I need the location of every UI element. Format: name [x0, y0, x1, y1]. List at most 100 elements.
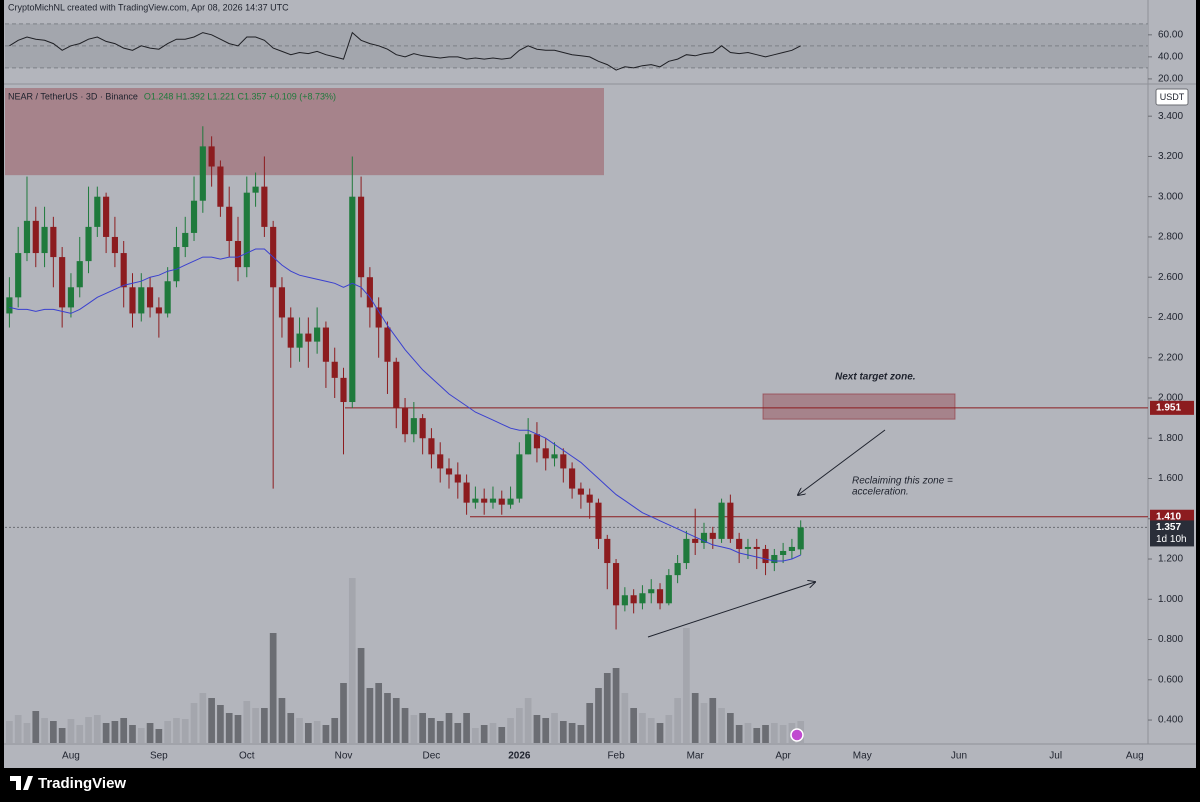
volume-bar	[261, 708, 268, 743]
volume-bar	[137, 728, 145, 743]
volume-bar	[612, 668, 620, 743]
volume-bar	[6, 721, 13, 743]
volume-bar	[401, 708, 409, 743]
y-tick-label: 2.600	[1158, 272, 1183, 283]
y-tick-label: 0.800	[1158, 634, 1183, 645]
candle-body	[788, 546, 795, 551]
volume-bar	[454, 723, 462, 743]
y-tick-label: 0.600	[1158, 674, 1183, 685]
volume-bar	[489, 723, 497, 743]
volume-bar	[32, 711, 40, 743]
candle-body	[252, 186, 259, 193]
candle-body	[533, 434, 541, 449]
candle-body	[94, 196, 101, 227]
candle-body	[190, 200, 198, 233]
candle-body	[287, 317, 294, 348]
volume-bar	[770, 723, 778, 743]
y-tick-label: 2.400	[1158, 312, 1183, 323]
volume-bar	[313, 721, 321, 743]
candle-body	[736, 538, 743, 549]
y-tick-label: 1.800	[1158, 433, 1183, 444]
candle-body	[595, 502, 602, 539]
volume-bar	[304, 723, 312, 743]
candle-body	[67, 287, 75, 308]
volume-bar	[375, 683, 383, 743]
candle-body	[797, 527, 804, 550]
volume-bar	[744, 723, 752, 743]
ohlc-label: O1.248 H1.392 L1.221 C1.357 +0.109 (+8.7…	[144, 91, 336, 101]
candle-body	[393, 361, 400, 409]
volume-bar	[14, 715, 22, 743]
candle-body	[525, 434, 532, 455]
candle-body	[542, 448, 549, 459]
candle-body	[85, 226, 92, 262]
volume-bar	[507, 718, 514, 743]
x-tick-label: Sep	[150, 751, 168, 762]
volume-bar	[50, 721, 57, 743]
candle-body	[780, 550, 787, 555]
candle-body	[481, 498, 488, 503]
brand: TradingView	[38, 775, 126, 792]
volume-bar	[410, 715, 418, 743]
volume-bar	[146, 723, 154, 743]
y-tick-label: 3.200	[1158, 151, 1183, 162]
candle-body	[771, 554, 778, 564]
volume-bar	[586, 703, 594, 743]
candle-body	[410, 418, 417, 435]
candle-body	[6, 297, 13, 314]
volume-bar	[683, 628, 690, 743]
candle-body	[727, 502, 734, 539]
volume-bar	[577, 725, 585, 743]
candle-body	[445, 468, 453, 475]
candle-body	[138, 287, 145, 314]
candle-body	[753, 546, 760, 549]
volume-bar	[445, 713, 453, 743]
candle-body	[604, 538, 611, 564]
candle-body	[32, 220, 39, 254]
volume-bar	[76, 725, 84, 743]
candle-body	[322, 327, 329, 362]
volume-bar	[181, 719, 189, 743]
volume-bar	[58, 728, 66, 743]
candle-body	[349, 196, 356, 403]
candle-body	[375, 307, 382, 328]
x-tick-label: Jun	[951, 751, 967, 762]
volume-bar	[199, 693, 207, 743]
volume-bar	[384, 693, 391, 743]
zone	[762, 393, 956, 420]
candle-body	[560, 454, 567, 469]
volume-bar	[621, 693, 629, 743]
candle-body	[586, 494, 593, 503]
volume-bar	[120, 718, 128, 743]
event-icon	[790, 728, 804, 742]
volume-bar	[498, 727, 506, 743]
y-tick-label: 3.000	[1158, 191, 1183, 202]
volume-bar	[665, 715, 673, 743]
volume-bar	[524, 698, 532, 743]
candle-body	[129, 287, 136, 314]
candle-body	[489, 498, 497, 503]
level-badge	[1150, 400, 1194, 415]
volume-bar	[700, 703, 708, 743]
volume-bar	[419, 713, 426, 743]
candle-body	[577, 488, 584, 495]
volume-bar	[630, 708, 637, 743]
credit: CryptoMichNL created with TradingView.co…	[8, 2, 289, 12]
volume-bar	[217, 705, 224, 743]
volume-bar	[357, 648, 365, 743]
rsi-tick-label: 40.00	[1158, 52, 1183, 63]
volume-bar	[603, 673, 611, 743]
volume-bar	[392, 698, 400, 743]
x-tick-label: Jul	[1049, 751, 1062, 762]
volume-bar	[102, 723, 110, 743]
volume-bar	[234, 715, 242, 743]
candle-body	[199, 146, 206, 201]
candle-body	[182, 232, 189, 248]
candle-body	[683, 538, 690, 564]
x-tick-label: 2026	[508, 751, 531, 762]
volume-bar	[67, 719, 75, 743]
volume-bar	[727, 713, 734, 743]
volume-bar	[164, 721, 171, 743]
volume-bar	[516, 708, 523, 743]
